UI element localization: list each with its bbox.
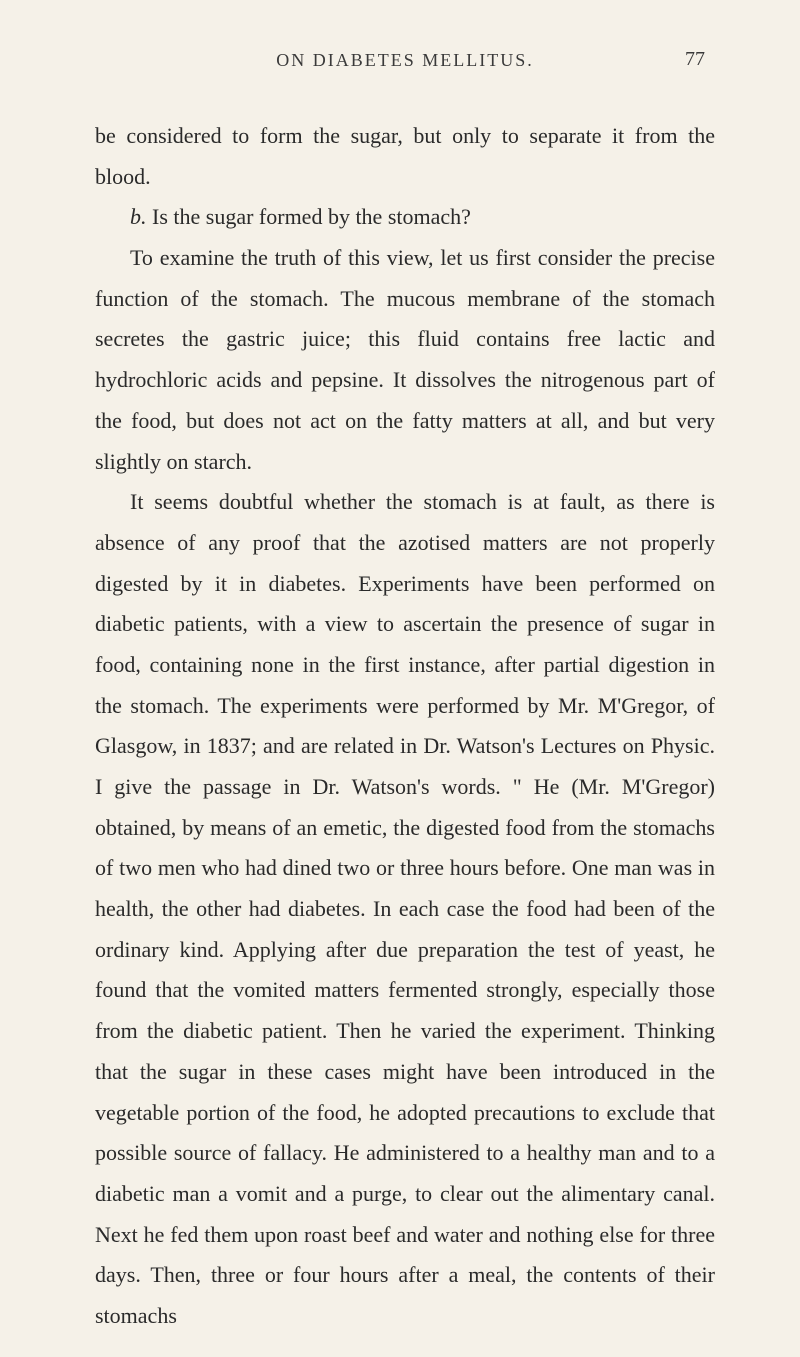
paragraph-2-prefix: b.	[130, 204, 147, 229]
running-header-title: ON DIABETES MELLITUS.	[105, 50, 705, 71]
page-number: 77	[685, 48, 705, 71]
paragraph-2: b. Is the sugar formed by the stomach?	[95, 197, 715, 238]
page-body-text: be considered to form the sugar, but onl…	[95, 116, 715, 1337]
paragraph-2-text: Is the sugar formed by the stomach?	[147, 204, 471, 229]
paragraph-3: To examine the truth of this view, let u…	[95, 238, 715, 482]
page-header: ON DIABETES MELLITUS. 77	[95, 50, 715, 71]
paragraph-4: It seems doubtful whether the stomach is…	[95, 482, 715, 1336]
paragraph-1: be considered to form the sugar, but onl…	[95, 116, 715, 197]
